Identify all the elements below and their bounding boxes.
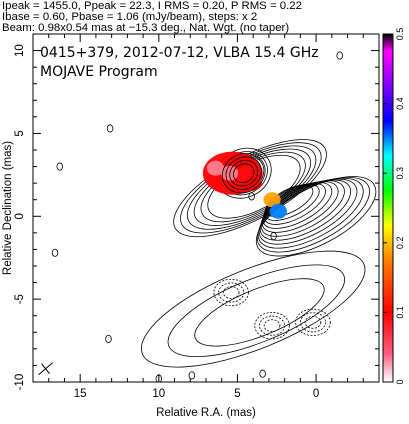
pol-patch (269, 203, 287, 219)
contour-layer (51, 51, 377, 382)
noise-contour (56, 162, 63, 171)
y-axis-label: Relative Declination (mas) (2, 141, 14, 275)
contour-lower-knot (254, 311, 290, 340)
y-tick-label: -10 (14, 374, 26, 391)
pol-patch (263, 192, 281, 208)
contour-core (264, 183, 320, 221)
beam-cross (38, 362, 53, 376)
colorbar (382, 33, 394, 383)
x-axis-label: Relative R.A. (mas) (156, 407, 256, 419)
contour-core (258, 178, 358, 245)
y-tick-label: -5 (14, 294, 26, 304)
contour-core (262, 182, 333, 229)
contour-diffuse (194, 278, 325, 347)
polarization-layer (202, 151, 287, 219)
contour-core (261, 181, 339, 233)
contour-lower-knot (218, 282, 245, 303)
noise-contour (259, 369, 266, 378)
header-line-2: Ibase = 0.60, Pbase = 1.06 (mJy/beam), s… (2, 11, 258, 23)
x-tick-label: 0 (313, 388, 319, 400)
y-tick-label: 0 (14, 213, 26, 219)
contour-diffuse (140, 250, 366, 368)
contour-knot-overlay (229, 159, 259, 187)
noise-contour (105, 334, 112, 343)
beam-minor-axis (41, 363, 50, 375)
contour-core (255, 176, 377, 257)
x-tick-label: 10 (152, 388, 165, 400)
contour-knot-overlay (232, 163, 255, 184)
contour-knot-overlay (221, 153, 266, 194)
contour-lower-knot (304, 315, 322, 329)
noise-contour (51, 248, 59, 257)
colorbar-tick-label: 0.4 (395, 97, 405, 110)
noise-contour (188, 371, 196, 380)
axis-ticks: 15 10 5 0 10 5 0 -5 -10 (14, 33, 379, 400)
y-tick-label: 5 (14, 130, 26, 136)
contour-lower-knot (213, 278, 249, 307)
colorbar-ticks: 0 0.1 0.2 0.3 0.4 0.5 (383, 28, 405, 385)
colorbar-tick-label: 0.2 (395, 237, 405, 250)
noise-contour (106, 124, 114, 133)
y-tick-label: 10 (14, 44, 26, 57)
colorbar-tick-label: 0.5 (395, 28, 405, 41)
header-line-3: Beam: 0.98x0.54 mas at −15.3 deg., Nat. … (2, 22, 290, 34)
noise-contour (270, 232, 277, 241)
colorbar-tick-label: 0.1 (395, 306, 405, 319)
contour-diffuse (167, 264, 346, 357)
noise-contour (336, 51, 343, 60)
x-tick-label: 15 (74, 388, 87, 400)
program-label: MOJAVE Program (40, 64, 158, 80)
contour-lower-knot (263, 319, 281, 333)
contour-knot-overlay (225, 156, 262, 190)
contour-lower-knot (222, 286, 240, 299)
contour-lower-knot (299, 312, 326, 333)
colorbar-tick-label: 0.3 (395, 167, 405, 180)
source-label: 0415+379, 2012-07-12, VLBA 15.4 GHz (40, 45, 319, 61)
contour-core (259, 179, 352, 241)
x-tick-label: 5 (234, 388, 240, 400)
colorbar-tick-label: 0 (395, 379, 405, 384)
noise-contour (248, 192, 255, 201)
contour-lower-knot (259, 315, 286, 336)
pol-patch (206, 160, 225, 176)
contour-lower-knot (295, 308, 331, 337)
header-line-1: Ipeak = 1455.0, Ppeak = 22.3, I RMS = 0.… (2, 0, 302, 12)
